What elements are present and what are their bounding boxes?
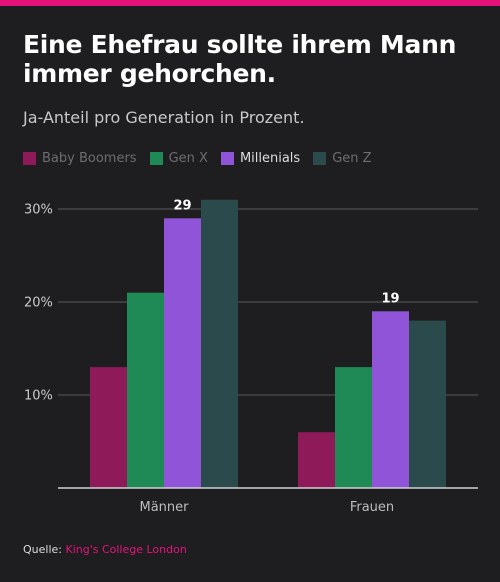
legend-item-millenials[interactable]: Millenials: [220, 151, 301, 166]
bar-gen-z-manner: [201, 199, 238, 488]
bar-gen-x-manner: [127, 292, 164, 488]
legend-swatch: [220, 152, 234, 165]
source-link[interactable]: King's College London: [65, 543, 187, 556]
bar-millenials-frauen: [372, 311, 409, 488]
legend-label: Gen Z: [332, 151, 372, 166]
source-label: Quelle:: [23, 543, 62, 556]
bar-gen-x-frauen: [335, 367, 372, 488]
bar-millenials-manner: [164, 218, 201, 489]
chart-subtitle: Ja-Anteil pro Generation in Prozent.: [23, 108, 305, 127]
legend-item-gen-z[interactable]: Gen Z: [313, 151, 372, 166]
bar-baby-boomers-manner: [90, 367, 127, 488]
legend-swatch: [23, 152, 36, 165]
legend-item-baby-boomers[interactable]: Baby Boomers: [23, 151, 137, 166]
data-label: 19: [381, 291, 399, 306]
legend-swatch: [313, 152, 327, 165]
x-category-label: Männer: [139, 500, 189, 515]
legend-label: Baby Boomers: [42, 151, 137, 166]
bar-baby-boomers-frauen: [298, 432, 335, 488]
chart-title: Eine Ehefrau sollte ihrem Mann immer geh…: [23, 30, 457, 88]
y-tick-label: 30%: [24, 203, 53, 218]
x-category-label: Frauen: [350, 500, 394, 515]
legend-label: Millenials: [239, 151, 301, 166]
accent-bar: [0, 0, 500, 6]
source-note: Quelle: King's College London: [23, 543, 187, 556]
y-tick-label: 10%: [24, 389, 53, 404]
y-tick-label: 20%: [24, 296, 53, 311]
legend-swatch: [149, 152, 163, 165]
legend: Baby Boomers Gen X Millenials Gen Z: [23, 151, 385, 166]
bar-chart: 10% 20% 30% 29 19 Männer Frauen: [24, 198, 478, 515]
data-label: 29: [173, 198, 191, 213]
bar-gen-z-frauen: [409, 320, 446, 488]
legend-label: Gen X: [168, 151, 208, 166]
legend-item-gen-x[interactable]: Gen X: [149, 151, 208, 166]
